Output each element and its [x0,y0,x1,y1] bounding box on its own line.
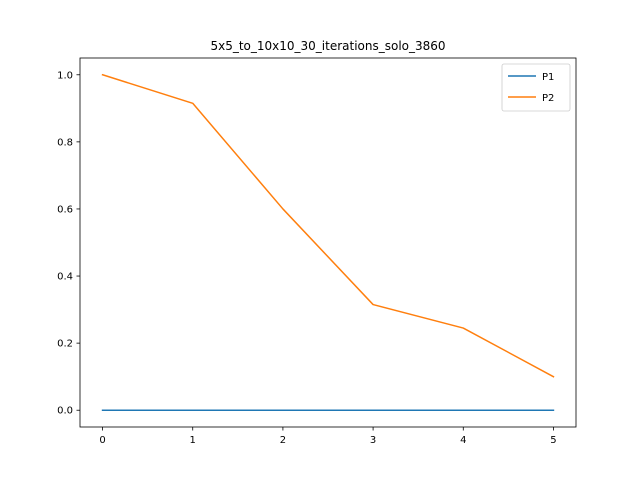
x-tick-label: 1 [190,435,196,446]
axes-frame [79,57,577,428]
plot-area [101,73,555,411]
y-tick-label: 0.0 [57,406,73,417]
y-tick-label: 0.6 [57,204,73,215]
y-tick-label: 0.2 [57,339,73,350]
x-tick-label: 4 [460,435,466,446]
y-tick-label: 0.4 [57,272,73,283]
legend-box [501,63,571,112]
x-tick-label: 3 [370,435,376,446]
legend-label-p2: P2 [542,93,554,104]
y-tick-label: 1.0 [57,70,73,81]
y-tick-label: 0.8 [57,137,73,148]
legend-label-p1: P1 [542,72,554,83]
chart-title: 5x5_to_10x10_30_iterations_solo_3860 [210,39,445,53]
x-tick-label: 5 [550,435,556,446]
legend: P1 P2 [501,63,571,112]
x-tick-label: 2 [280,435,286,446]
series-line-p2 [101,73,555,378]
x-tick-label: 0 [99,435,105,446]
axes: 0 1 2 3 4 5 0.0 0.2 0.4 0.6 0.8 1.0 [57,57,577,446]
